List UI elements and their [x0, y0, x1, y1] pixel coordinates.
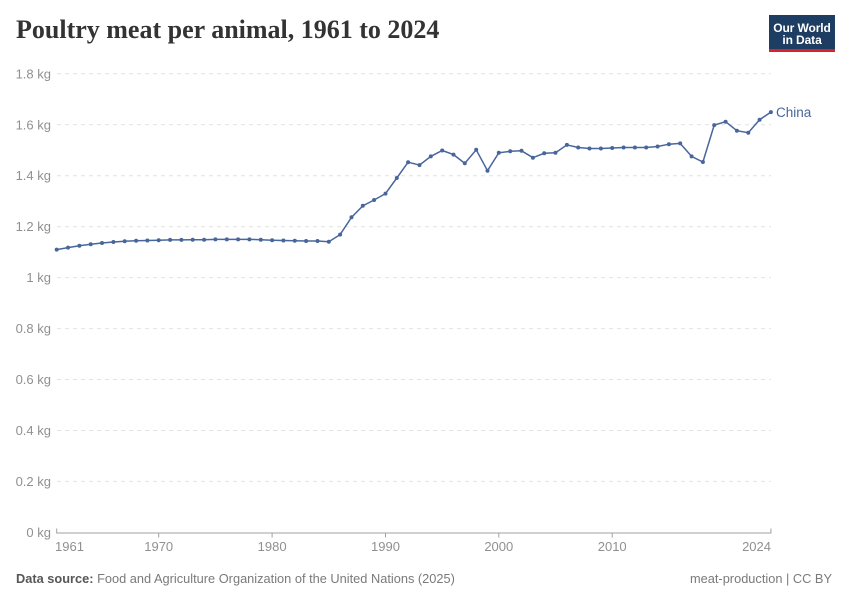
svg-text:0 kg: 0 kg	[26, 525, 51, 540]
svg-text:1.2 kg: 1.2 kg	[16, 219, 51, 234]
svg-text:2024: 2024	[742, 539, 771, 554]
svg-text:1.6 kg: 1.6 kg	[16, 117, 51, 132]
svg-text:2010: 2010	[598, 539, 627, 554]
svg-text:1961: 1961	[55, 539, 84, 554]
svg-text:1990: 1990	[371, 539, 400, 554]
svg-text:1 kg: 1 kg	[26, 270, 51, 285]
svg-text:0.8 kg: 0.8 kg	[16, 321, 51, 336]
svg-text:1980: 1980	[258, 539, 287, 554]
svg-text:0.2 kg: 0.2 kg	[16, 474, 51, 489]
svg-text:0.4 kg: 0.4 kg	[16, 423, 51, 438]
svg-text:1.4 kg: 1.4 kg	[16, 168, 51, 183]
svg-text:China: China	[776, 105, 812, 120]
svg-text:2000: 2000	[484, 539, 513, 554]
svg-text:1970: 1970	[144, 539, 173, 554]
svg-text:0.6 kg: 0.6 kg	[16, 372, 51, 387]
svg-text:1.8 kg: 1.8 kg	[16, 66, 51, 81]
